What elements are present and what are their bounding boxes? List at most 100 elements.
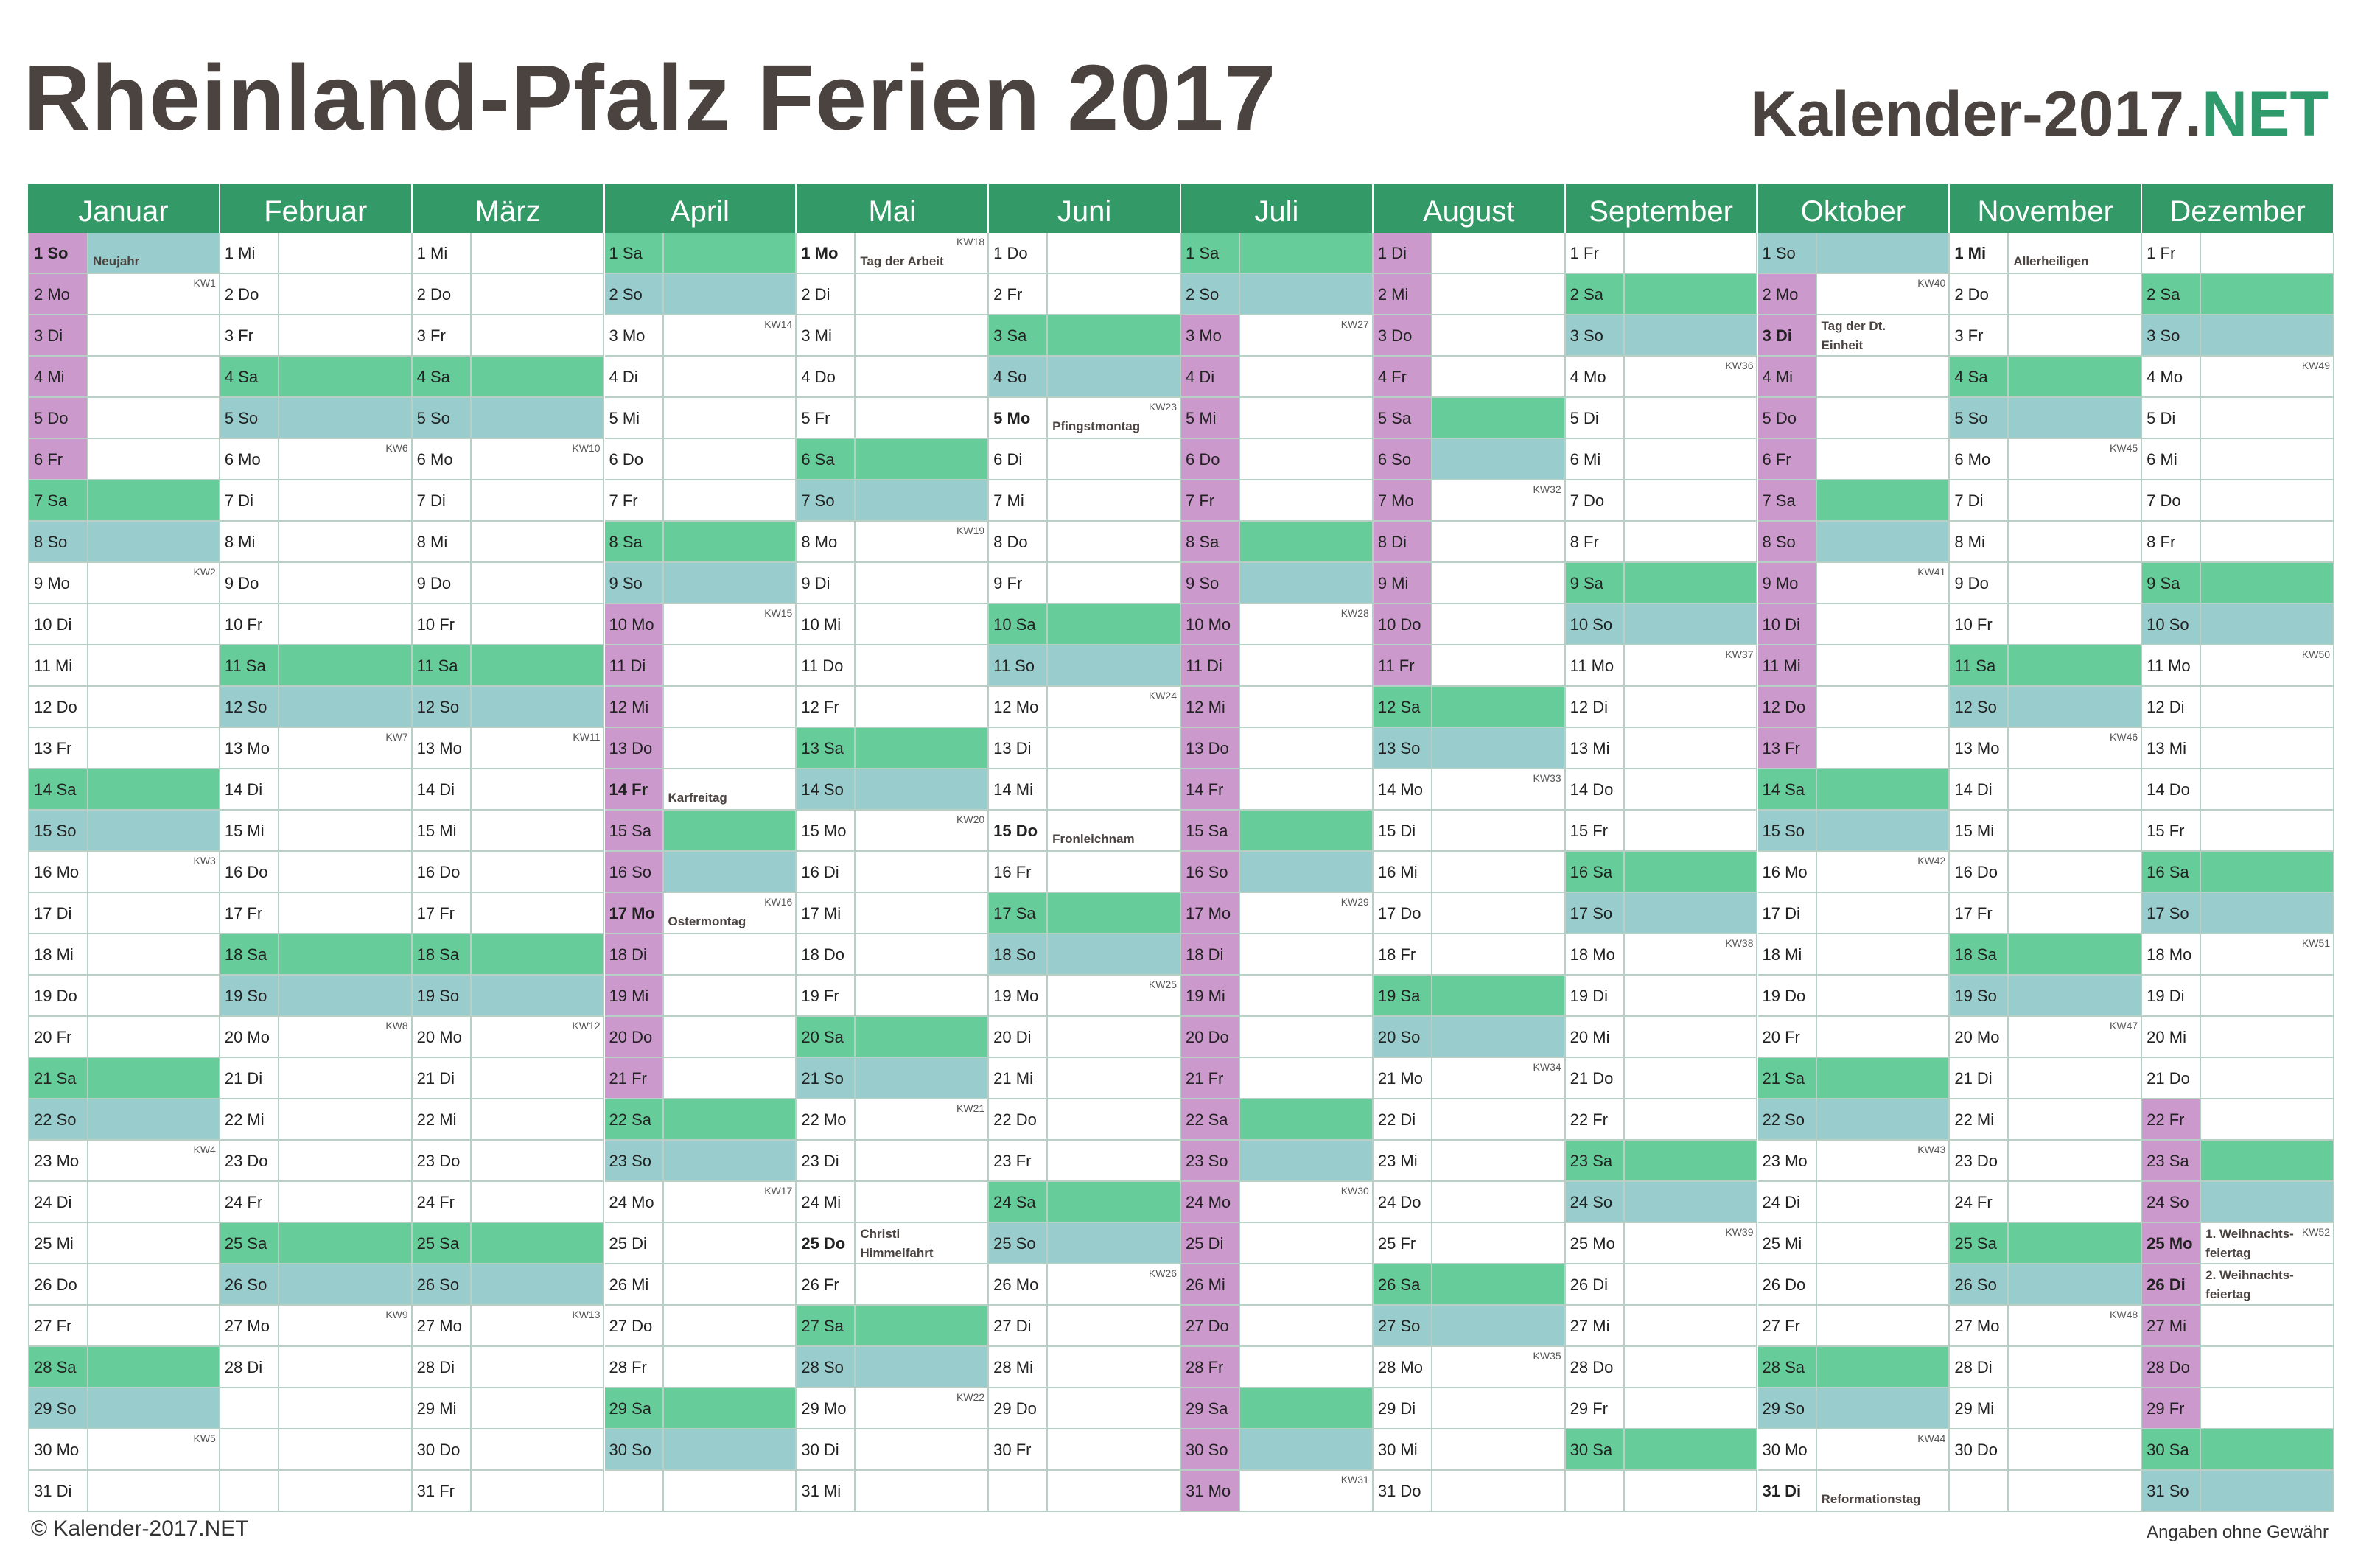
day-notes — [2009, 934, 2141, 974]
day-label: 15 Do — [989, 811, 1049, 850]
day-cell: 27 Mi — [2142, 1306, 2334, 1347]
day-notes — [2201, 398, 2333, 438]
day-label: 6 Sa — [797, 439, 856, 479]
day-cell: 4 Di — [604, 357, 797, 398]
day-label: 19 Mi — [604, 976, 664, 1015]
day-label: 18 So — [989, 934, 1049, 974]
day-label: 23 Mo — [29, 1141, 88, 1180]
day-cell: 17 Do — [1373, 893, 1566, 934]
day-cell: 3 Mo KW14 — [604, 315, 797, 357]
day-cell: 26 Fr — [797, 1264, 990, 1306]
week-number: KW5 — [193, 1432, 216, 1444]
day-notes — [1240, 398, 1372, 438]
day-notes — [279, 1347, 411, 1387]
day-label: 6 Mo — [413, 439, 472, 479]
week-number: KW26 — [1148, 1267, 1177, 1279]
day-notes — [663, 563, 796, 603]
day-cell: 21 So — [797, 1058, 990, 1099]
day-notes — [1432, 315, 1564, 355]
day-notes — [2201, 604, 2333, 644]
day-notes — [279, 1264, 411, 1304]
day-label: 16 So — [604, 852, 664, 892]
day-label: 6 So — [1373, 439, 1432, 479]
day-label: 27 Mo — [413, 1306, 472, 1345]
day-notes: KW20 — [856, 811, 987, 850]
day-notes: KW28 — [1240, 604, 1372, 644]
day-cell: 22 So — [28, 1099, 220, 1141]
day-label: 15 So — [1757, 811, 1817, 850]
day-label: 29 So — [1757, 1388, 1817, 1428]
day-notes — [1624, 563, 1757, 603]
day-cell — [220, 1471, 413, 1512]
day-cell: 4 Sa — [412, 357, 605, 398]
day-cell: 17 Fr — [220, 893, 413, 934]
day-notes — [2201, 315, 2333, 355]
day-cell: 12 Fr — [797, 687, 990, 728]
day-cell: 31 So — [2142, 1471, 2334, 1512]
day-notes — [856, 728, 988, 768]
day-cell: 28 Fr — [1181, 1347, 1374, 1388]
day-notes — [856, 893, 987, 933]
day-notes: KW10 — [472, 439, 604, 479]
day-cell: 11 Do — [797, 645, 990, 687]
day-notes — [664, 357, 796, 396]
day-cell: 22 Di — [1373, 1099, 1566, 1141]
day-label: 25 Mo — [1566, 1223, 1625, 1263]
day-cell: 2 So — [604, 274, 797, 315]
day-notes: KW17 — [664, 1182, 796, 1222]
day-notes: Fronleichnam — [1048, 811, 1180, 850]
day-cell: 23 Fr — [989, 1141, 1181, 1182]
day-label: 20 Mo — [413, 1017, 472, 1057]
day-notes — [1240, 769, 1372, 809]
day-cell: 27 Mo KW48 — [1950, 1306, 2143, 1347]
day-label: 22 Do — [989, 1099, 1049, 1139]
day-notes — [1240, 1058, 1372, 1098]
day-notes — [1240, 1347, 1372, 1387]
day-notes: KW51 — [2201, 934, 2333, 974]
day-label: 30 Di — [797, 1429, 856, 1469]
holiday-label: Christi Himmelfahrt — [860, 1227, 934, 1260]
day-cell: 23 So — [604, 1141, 797, 1182]
day-cell: 24 Di — [28, 1182, 220, 1223]
day-cell: 27 Sa — [797, 1306, 990, 1347]
day-notes — [856, 976, 987, 1015]
day-label: 14 Fr — [1181, 769, 1240, 809]
day-notes — [279, 1141, 411, 1180]
day-notes — [1625, 522, 1757, 561]
day-notes — [1817, 1182, 1949, 1222]
day-label: 16 Do — [413, 852, 472, 892]
day-label: 20 Sa — [797, 1017, 856, 1057]
day-label: 3 Mo — [1181, 315, 1240, 355]
day-cell: 4 Sa — [1950, 357, 2143, 398]
day-label: 11 So — [989, 645, 1049, 685]
day-cell: 12 So — [1950, 687, 2143, 728]
day-label: 2 Do — [220, 274, 279, 314]
day-label: 2 So — [604, 274, 664, 314]
day-cell: 8 So — [1757, 522, 1951, 563]
day-cell: 13 Di — [989, 728, 1181, 769]
day-notes — [1624, 893, 1757, 933]
day-label: 14 Mi — [989, 769, 1049, 809]
day-label: 22 So — [29, 1099, 88, 1139]
day-label: 16 So — [1181, 852, 1240, 892]
day-label: 15 Fr — [1566, 811, 1625, 850]
day-label: 2 Mo — [1757, 274, 1817, 314]
day-notes — [279, 645, 411, 685]
day-notes — [1048, 728, 1180, 768]
day-cell: 9 Sa — [2142, 563, 2334, 604]
day-notes: KW5 — [88, 1429, 219, 1469]
day-cell: 22 So — [1757, 1099, 1951, 1141]
day-label: 28 Di — [413, 1347, 472, 1387]
day-notes — [2009, 1182, 2141, 1222]
week-number: KW1 — [193, 277, 216, 289]
day-notes — [1048, 357, 1180, 396]
day-cell: 3 Do — [1373, 315, 1566, 357]
day-cell: 24 Mo KW30 — [1181, 1182, 1374, 1223]
day-notes — [88, 687, 219, 727]
day-notes — [1817, 357, 1949, 396]
day-cell: 30 Do — [412, 1429, 605, 1471]
day-cell: 26 Di — [1565, 1264, 1758, 1306]
day-cell: 31 Mo KW31 — [1181, 1471, 1374, 1512]
day-notes — [472, 1099, 604, 1139]
day-cell: 14 Mi — [989, 769, 1181, 811]
